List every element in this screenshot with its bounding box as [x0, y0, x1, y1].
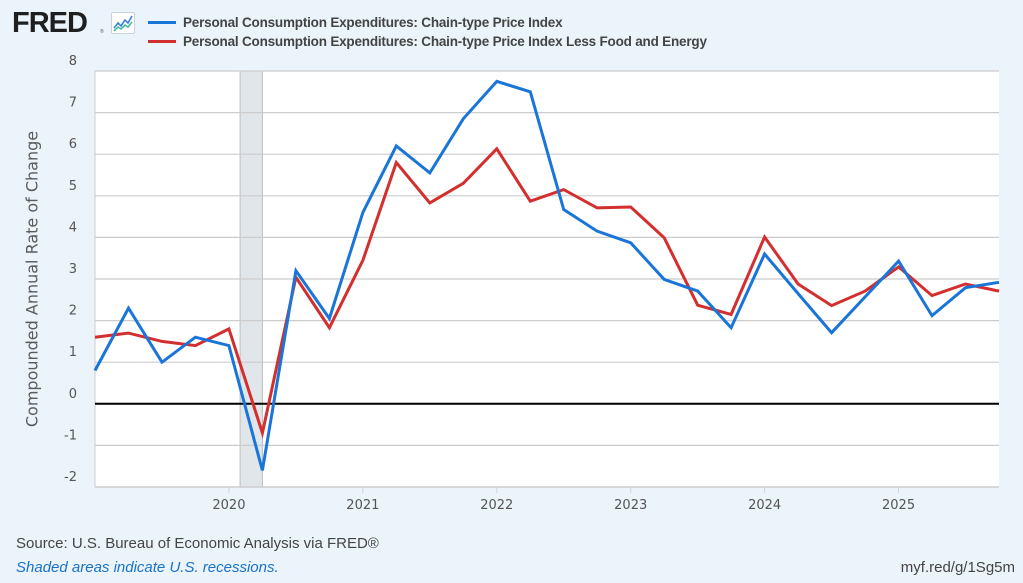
series-layer — [93, 79, 1000, 471]
grid-layer — [94, 70, 999, 488]
y-tick-label: 6 — [69, 137, 77, 152]
legend-label-pce: Personal Consumption Expenditures: Chain… — [183, 15, 563, 30]
x-tick-label: 2023 — [614, 498, 647, 513]
source-note: Source: U.S. Bureau of Economic Analysis… — [16, 535, 379, 552]
short-url-link[interactable]: myf.red/g/1Sg5m — [900, 559, 1015, 576]
x-tick-label: 2024 — [748, 498, 781, 513]
x-tick-label: 2020 — [212, 498, 245, 513]
y-tick-label: 8 — [69, 54, 77, 69]
line-chart-icon[interactable] — [111, 12, 135, 34]
legend-label-core-pce: Personal Consumption Expenditures: Chain… — [183, 34, 707, 49]
legend-swatch-core-pce — [148, 40, 176, 43]
y-tick-labels: 8 7 6 5 4 3 2 1 0 -1 -2 — [64, 54, 77, 485]
y-tick-label: 3 — [69, 262, 77, 277]
y-tick-label: 2 — [69, 304, 77, 319]
x-tick-label: 2022 — [480, 498, 513, 513]
legend-item-core-pce[interactable]: Personal Consumption Expenditures: Chain… — [148, 32, 707, 51]
y-tick-label: -2 — [64, 470, 77, 485]
x-tick-labels: 2020 2021 2022 2023 2024 2025 — [212, 487, 915, 513]
legend: Personal Consumption Expenditures: Chain… — [148, 13, 707, 51]
series-line-core-pce[interactable] — [94, 146, 1000, 439]
y-tick-label: 0 — [69, 387, 77, 402]
logo-registered-mark: ® — [100, 29, 104, 35]
y-tick-label: -1 — [64, 428, 77, 443]
series-line-pce[interactable] — [93, 79, 1000, 471]
y-tick-label: 1 — [69, 345, 77, 360]
fred-logo[interactable]: FRED — [12, 7, 88, 39]
y-tick-label: 4 — [69, 220, 77, 235]
x-tick-label: 2025 — [882, 498, 915, 513]
legend-swatch-pce — [148, 21, 176, 24]
legend-item-pce[interactable]: Personal Consumption Expenditures: Chain… — [148, 13, 707, 32]
recession-note[interactable]: Shaded areas indicate U.S. recessions. — [16, 559, 279, 576]
y-tick-label: 5 — [69, 179, 77, 194]
line-chart-icon-glyph — [113, 15, 133, 32]
x-tick-label: 2021 — [346, 498, 379, 513]
y-tick-label: 7 — [69, 96, 77, 111]
